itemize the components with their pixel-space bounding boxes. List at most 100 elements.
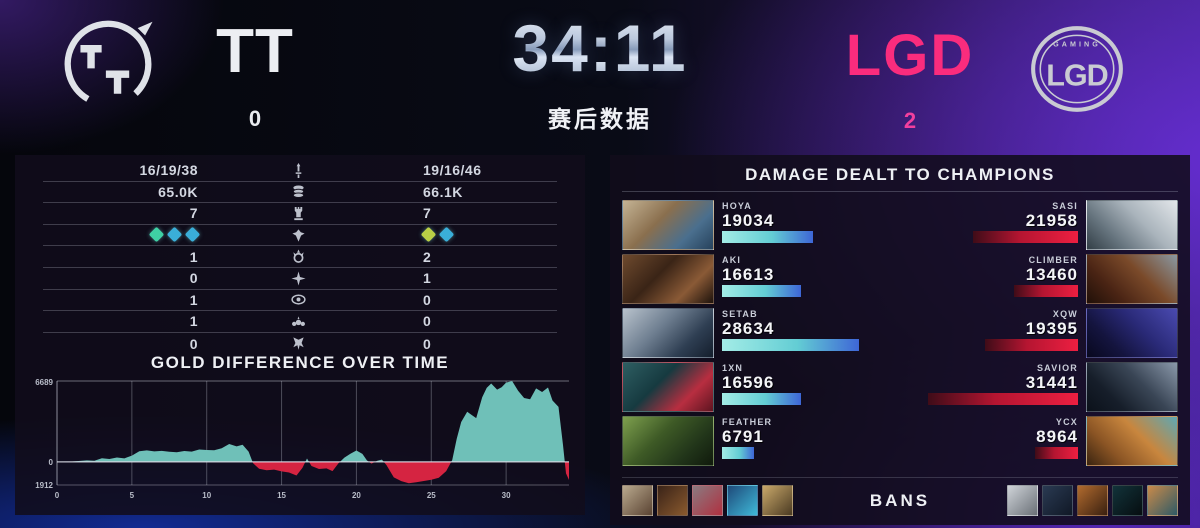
player-name: FEATHER [722,417,773,427]
bans-bar: BANS [622,477,1178,519]
damage-value: 31441 [1025,373,1078,392]
rift-herald-icon [198,292,398,307]
player-name: SETAB [722,309,758,319]
damage-panel: DAMAGE DEALT TO CHAMPIONS HOYA 19034 AKI… [610,155,1190,525]
banned-champion-icon [762,485,793,516]
champion-portrait [1086,308,1178,358]
damage-bar [722,231,872,243]
champion-portrait [1086,362,1178,412]
damage-bar [722,393,872,405]
stat-value-left: 1 [189,291,198,308]
damage-title: DAMAGE DEALT TO CHAMPIONS [622,165,1178,192]
stat-value-right [398,226,557,243]
damage-value: 13460 [1025,265,1078,284]
team-score-right: 2 [903,108,917,133]
drake-icon [148,226,165,243]
damage-row: SAVIOR 31441 [906,362,1178,412]
champion-portrait [622,308,714,358]
player-name: AKI [722,255,742,265]
player-name: 1XN [722,363,744,373]
banned-champion-icon [1042,485,1073,516]
damage-column-left: HOYA 19034 AKI 16613 SETAB 28634 [622,200,894,470]
damage-value: 19395 [1025,319,1078,338]
player-name: SASI [1052,201,1078,211]
tower-icon [198,206,398,221]
gold-coins-icon [198,184,398,199]
svg-text:5: 5 [130,491,135,500]
damage-bar-fill [1014,285,1078,297]
damage-bar [722,339,872,351]
team-stats-table: 16/19/38 19/16/46 65.0K 66.1K 7 7 1 2 0 … [15,155,585,354]
banned-champion-icon [692,485,723,516]
stat-value-right: 0 [423,313,432,330]
damage-bar [928,231,1078,243]
damage-column-right: SASI 21958 CLIMBER 13460 XQW 19395 [906,200,1178,470]
stat-value-right: 7 [423,205,432,222]
svg-text:20: 20 [352,491,361,500]
banned-champion-icon [1147,485,1178,516]
damage-bar-fill [722,285,801,297]
damage-row: YCX 8964 [906,416,1178,466]
champion-portrait [1086,200,1178,250]
damage-row: AKI 16613 [622,254,894,304]
champion-portrait [622,362,714,412]
team-score-left: 0 [248,106,262,131]
kda-sword-icon [198,162,398,178]
damage-bar-fill [985,339,1078,351]
damage-bar [722,447,872,459]
team-name-left: TT [216,17,294,86]
player-name: XQW [1052,309,1078,319]
stat-row: 7 7 [43,203,557,225]
damage-value: 16596 [722,373,775,392]
svg-text:25: 25 [427,491,436,500]
damage-row: CLIMBER 13460 [906,254,1178,304]
champion-portrait [622,254,714,304]
damage-value: 6791 [722,427,764,446]
damage-bar [928,339,1078,351]
stat-value-left: 1 [189,248,198,265]
damage-value: 8964 [1036,427,1078,446]
svg-text:1912: 1912 [35,481,53,490]
gold-chart-title: GOLD DIFFERENCE OVER TIME [150,353,450,372]
dragon-icon [198,228,398,243]
svg-text:10: 10 [202,491,211,500]
svg-text:0: 0 [55,491,60,500]
tt-team-logo [64,20,153,108]
stat-value-right: 0 [423,291,432,308]
damage-row: SASI 21958 [906,200,1178,250]
stat-value-left: 1 [189,313,198,330]
svg-text:0: 0 [49,458,54,467]
match-stats-panel: 16/19/38 19/16/46 65.0K 66.1K 7 7 1 2 0 … [15,155,585,515]
svg-text:15: 15 [277,491,286,500]
damage-row: 1XN 16596 [622,362,894,412]
lgd-team-logo: GAMING LGD [1031,26,1123,112]
damage-value: 16613 [722,265,775,284]
champion-portrait [1086,416,1178,466]
damage-bar-fill [722,447,754,459]
player-name: YCX [1055,417,1078,427]
bans-left-team [622,485,793,516]
stat-row: 0 0 [43,333,557,355]
stat-row: 1 2 [43,246,557,268]
drake-icon [166,226,183,243]
damage-row: XQW 19395 [906,308,1178,358]
stat-value-right: 66.1K [423,183,463,200]
banned-champion-icon [1007,485,1038,516]
stat-row: 16/19/38 19/16/46 [43,160,557,182]
damage-columns: HOYA 19034 AKI 16613 SETAB 28634 [610,192,1190,470]
champion-portrait [1086,254,1178,304]
svg-text:LGD: LGD [1046,58,1108,92]
stat-value-right: 2 [423,248,432,265]
stat-value-left: 16/19/38 [139,162,198,179]
banned-champion-icon [1077,485,1108,516]
damage-bar [928,285,1078,297]
svg-text:6689: 6689 [35,378,53,387]
damage-row: FEATHER 6791 [622,416,894,466]
stat-value-right: 0 [423,335,432,352]
champion-portrait [622,416,714,466]
elder-dragon-icon [198,271,398,286]
drake-icon [420,226,437,243]
damage-bar-fill [1035,447,1078,459]
bans-right-team [1007,485,1178,516]
